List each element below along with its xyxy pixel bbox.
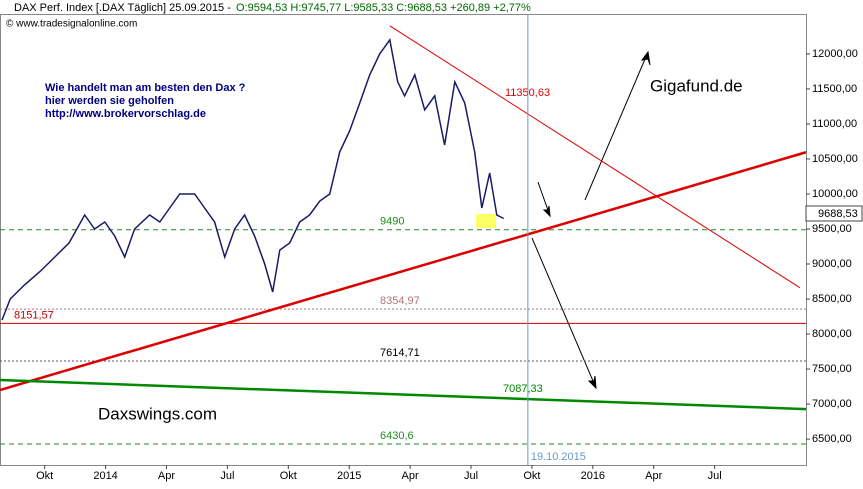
source: © www.tradesignalonline.com	[6, 19, 137, 30]
x-tick-label: Jul	[220, 470, 234, 482]
trendline	[389, 25, 801, 289]
annotation: Wie handelt man am besten den Dax ?	[45, 82, 246, 94]
vertical-line-label: 19.10.2015	[531, 451, 586, 463]
y-tick-label: 6500,00	[812, 433, 852, 445]
level-label: 9490	[380, 216, 404, 228]
x-tick-label: Okt	[280, 470, 297, 482]
trendline	[0, 151, 807, 392]
x-tick-label: Jul	[464, 470, 478, 482]
x-tick-label: 2015	[337, 470, 361, 482]
y-tick-label: 11000,00	[812, 118, 857, 130]
level-label: 7614,71	[380, 347, 420, 359]
y-tick-label: 9000,00	[812, 258, 852, 270]
level-label: 8151,57	[14, 309, 54, 321]
y-tick-label: 7000,00	[812, 398, 852, 410]
chart-subtitle: O:9594,53 H:9745,77 L:9585,33 C:9688,53 …	[236, 2, 531, 14]
y-tick-label: 9500,00	[812, 223, 852, 235]
level-label: 6430,6	[380, 430, 414, 442]
highlight-box	[476, 214, 496, 228]
annotation: hier werden sie geholfen	[45, 95, 174, 107]
arrows	[531, 50, 651, 390]
annotation: http://www.brokervorschlag.de	[45, 108, 206, 120]
x-tick-label: Apr	[645, 470, 662, 482]
y-tick-label: 10000,00	[812, 188, 858, 200]
level-label: 8354,97	[380, 295, 420, 307]
x-tick-label: Okt	[523, 470, 540, 482]
y-tick-label: 8500,00	[812, 293, 852, 305]
y-tick-label: 12000,00	[812, 48, 858, 60]
annotation: Daxswings.com	[98, 404, 217, 423]
trendline-label: 7087,33	[503, 383, 543, 395]
y-tick-label: 8000,00	[812, 328, 852, 340]
x-tick-label: 2014	[93, 470, 117, 482]
x-tick-label: Jul	[708, 470, 722, 482]
x-tick-label: Apr	[402, 470, 419, 482]
x-tick-label: 2016	[581, 470, 605, 482]
last-price-label: 9688,53	[818, 208, 858, 220]
plot-frame	[0, 14, 807, 466]
y-tick-label: 11500,00	[812, 83, 857, 95]
chart-title: DAX Perf. Index [.DAX Täglich] 25.09.201…	[14, 2, 231, 14]
x-tick-label: Okt	[36, 470, 53, 482]
last-price-box	[805, 205, 863, 222]
y-tick-label: 7500,00	[812, 363, 852, 375]
trendline	[0, 378, 807, 411]
price-line	[1, 38, 505, 321]
y-tick-label: 10500,00	[812, 153, 858, 165]
x-tick-label: Apr	[158, 470, 175, 482]
annotation: Gigafund.de	[650, 76, 743, 95]
